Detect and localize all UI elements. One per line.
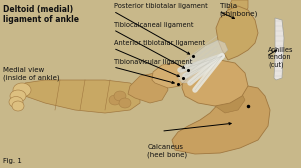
Polygon shape [172,86,270,154]
Ellipse shape [119,98,131,108]
Text: Posterior tibiotalar ligament: Posterior tibiotalar ligament [114,3,208,9]
Text: Tibionavicular ligament: Tibionavicular ligament [114,59,193,65]
Polygon shape [182,60,248,106]
Text: Medial view
(inside of ankle): Medial view (inside of ankle) [3,67,60,81]
Ellipse shape [12,101,24,111]
Polygon shape [152,63,188,88]
Text: Deltoid (medial)
ligament of ankle: Deltoid (medial) ligament of ankle [3,5,79,24]
Polygon shape [128,73,168,103]
Text: Anterior tibiotalar ligament: Anterior tibiotalar ligament [114,40,206,46]
Polygon shape [228,0,248,20]
Polygon shape [25,80,140,113]
Text: Tibiocalcaneal ligament: Tibiocalcaneal ligament [114,22,194,28]
Ellipse shape [9,96,23,108]
Text: Tibia
(shinbone): Tibia (shinbone) [220,3,258,17]
Ellipse shape [114,91,126,101]
Text: Calcaneus
(heel bone): Calcaneus (heel bone) [147,144,188,158]
Polygon shape [274,18,284,80]
Ellipse shape [13,83,31,97]
Polygon shape [216,6,258,60]
Ellipse shape [109,95,121,105]
Polygon shape [178,40,228,83]
Text: Fig. 1: Fig. 1 [3,158,22,164]
Text: Achilles
tendon
(cut): Achilles tendon (cut) [268,47,293,68]
Polygon shape [212,88,245,113]
Ellipse shape [10,90,26,102]
